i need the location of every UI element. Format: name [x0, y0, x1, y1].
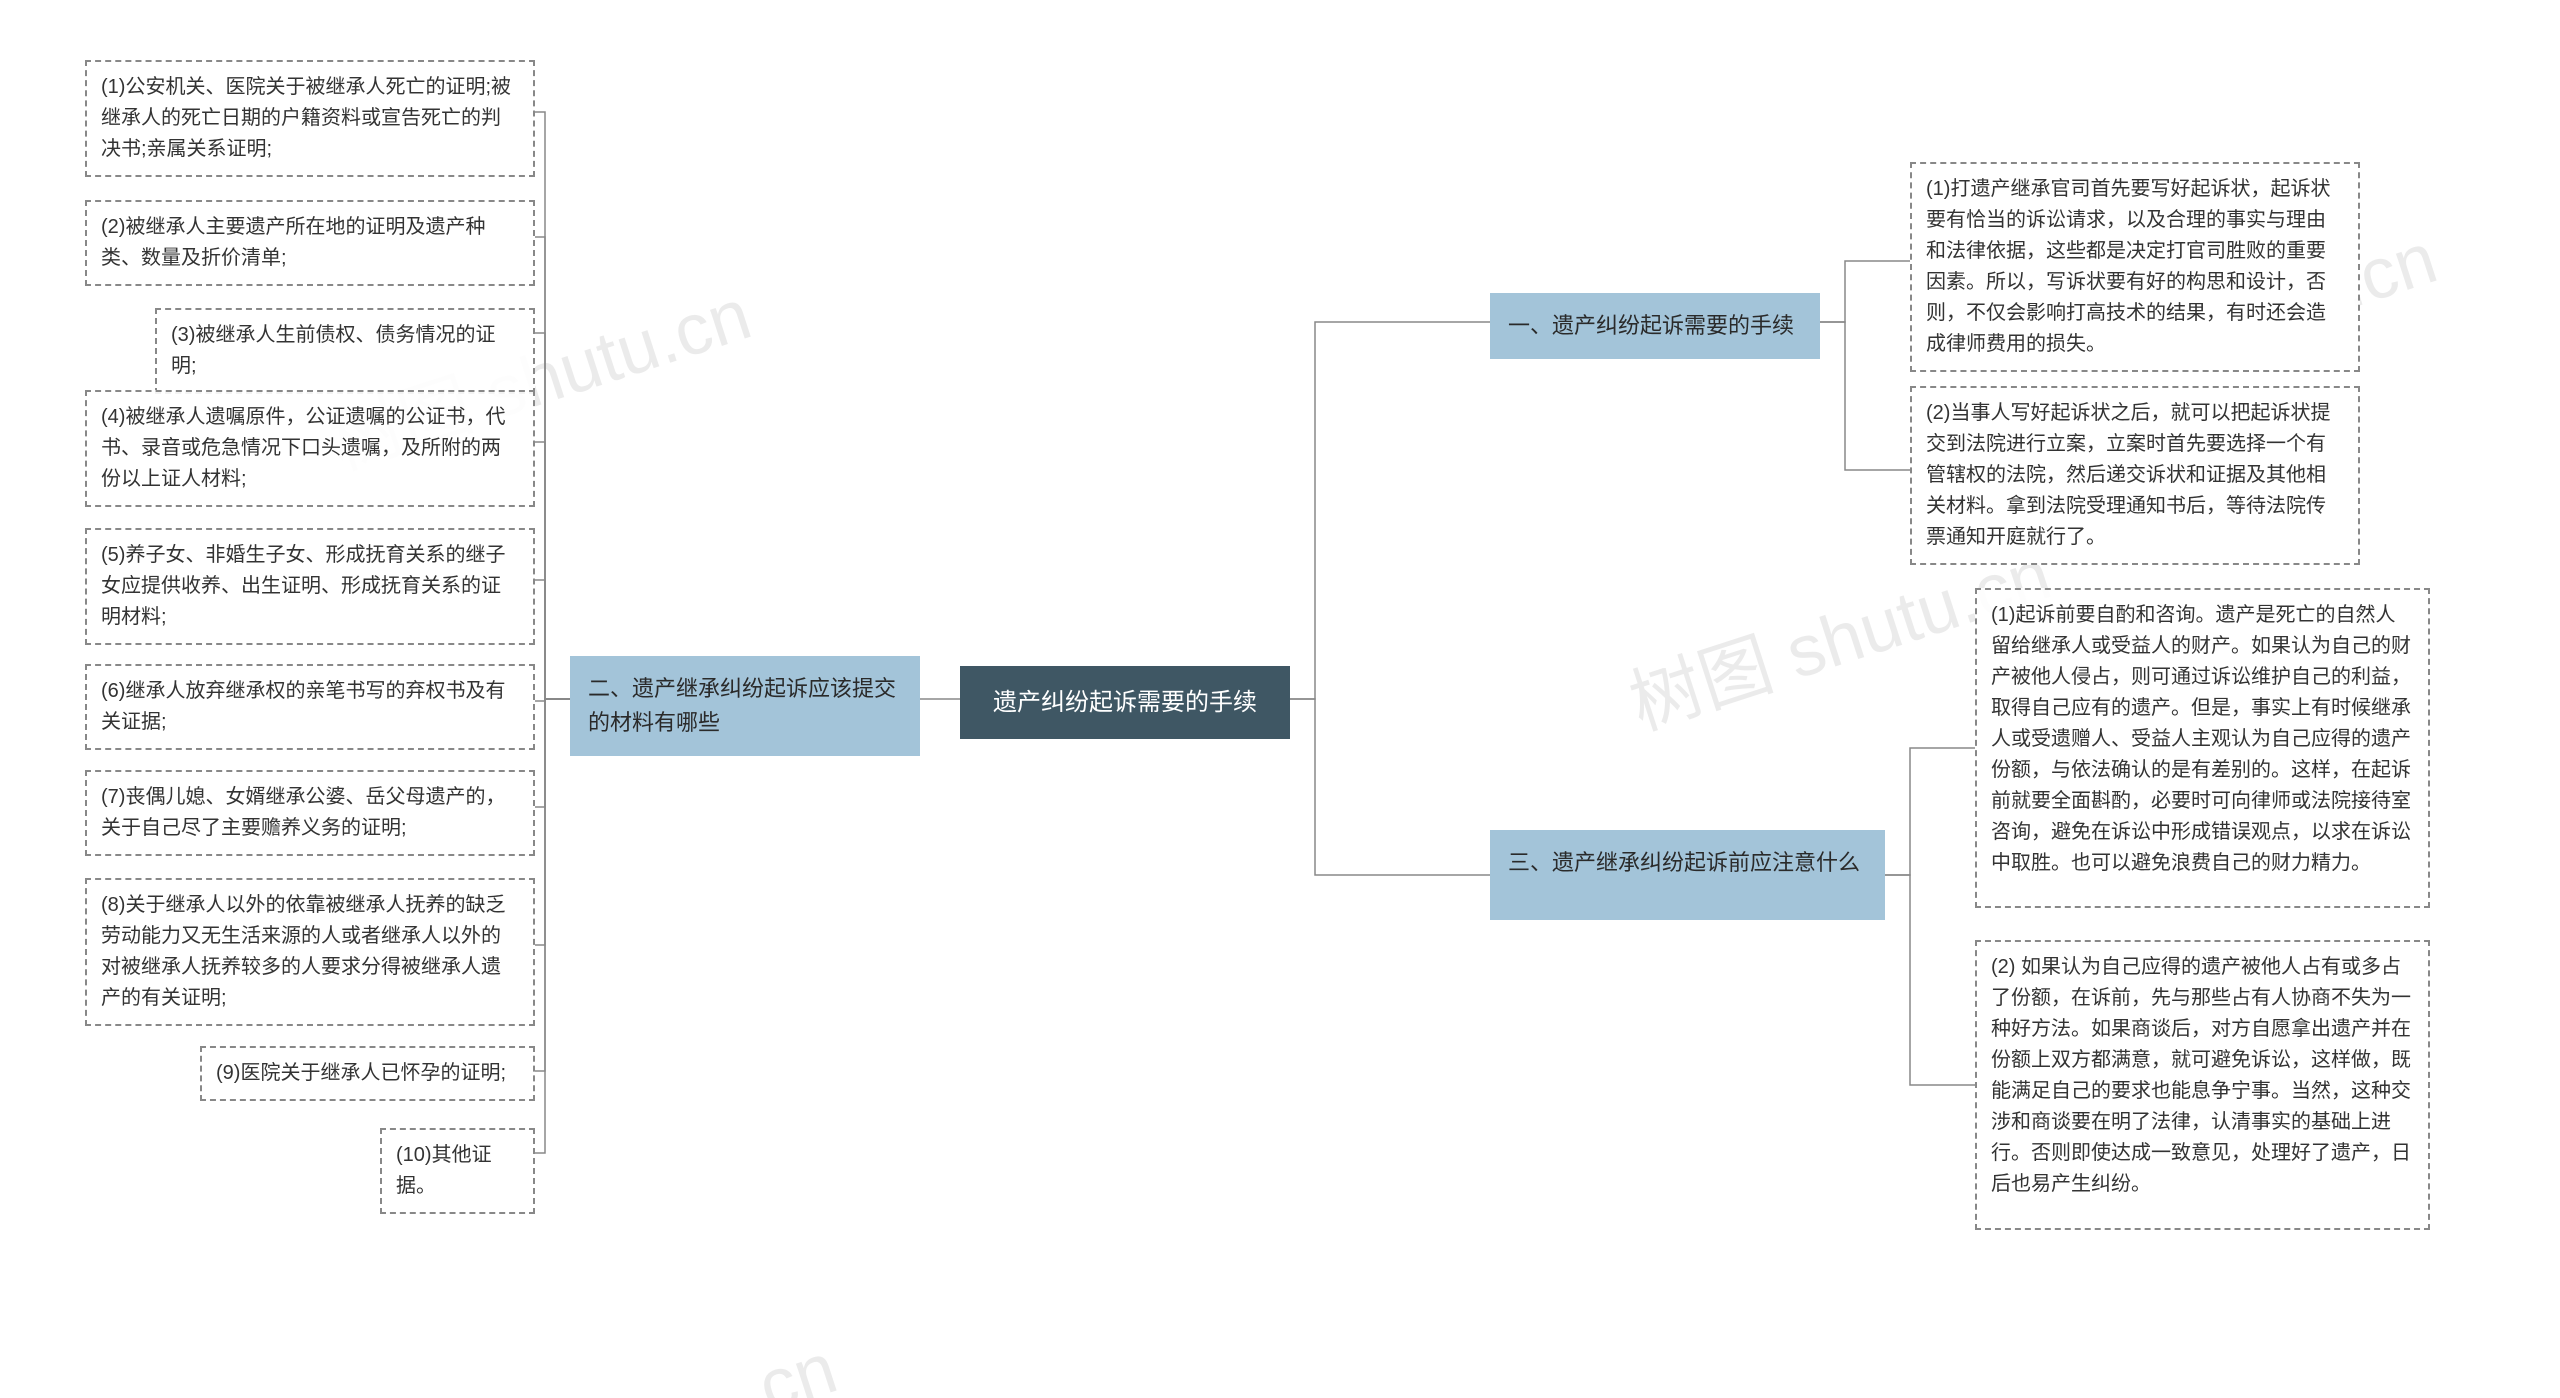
mindmap-leaf: (3)被继承人生前债权、债务情况的证明;: [155, 308, 535, 394]
mindmap-branch: 一、遗产纠纷起诉需要的手续: [1490, 293, 1820, 359]
connector-path: [1290, 322, 1490, 699]
connector-path: [535, 699, 570, 701]
connector-path: [1885, 875, 1975, 1085]
connector-path: [535, 112, 570, 699]
connector-path: [535, 699, 570, 1153]
mindmap-leaf: (5)养子女、非婚生子女、形成抚育关系的继子女应提供收养、出生证明、形成抚育关系…: [85, 528, 535, 645]
connector-path: [1820, 261, 1910, 322]
connector-path: [1885, 748, 1975, 875]
connector-path: [535, 237, 570, 699]
connector-path: [1820, 322, 1910, 470]
connector-path: [535, 580, 570, 699]
mindmap-root: 遗产纠纷起诉需要的手续: [960, 666, 1290, 739]
mindmap-leaf: (2)当事人写好起诉状之后，就可以把起诉状提交到法院进行立案，立案时首先要选择一…: [1910, 386, 2360, 565]
connector-path: [535, 333, 570, 699]
watermark: .cn: [730, 1327, 847, 1398]
connector-path: [535, 699, 570, 807]
connector-path: [535, 442, 570, 699]
mindmap-leaf: (2) 如果认为自己应得的遗产被他人占有或多占了份额，在诉前，先与那些占有人协商…: [1975, 940, 2430, 1230]
mindmap-leaf: (10)其他证据。: [380, 1128, 535, 1214]
mindmap-leaf: (9)医院关于继承人已怀孕的证明;: [200, 1046, 535, 1101]
mindmap-leaf: (8)关于继承人以外的依靠被继承人抚养的缺乏劳动能力又无生活来源的人或者继承人以…: [85, 878, 535, 1026]
mindmap-branch: 二、遗产继承纠纷起诉应该提交的材料有哪些: [570, 656, 920, 756]
mindmap-leaf: (1)打遗产继承官司首先要写好起诉状，起诉状要有恰当的诉讼请求，以及合理的事实与…: [1910, 162, 2360, 372]
mindmap-branch: 三、遗产继承纠纷起诉前应注意什么: [1490, 830, 1885, 920]
connector-path: [535, 699, 570, 945]
mindmap-leaf: (6)继承人放弃继承权的亲笔书写的弃权书及有关证据;: [85, 664, 535, 750]
mindmap-leaf: (1)公安机关、医院关于被继承人死亡的证明;被继承人的死亡日期的户籍资料或宣告死…: [85, 60, 535, 177]
mindmap-leaf: (4)被继承人遗嘱原件，公证遗嘱的公证书，代书、录音或危急情况下口头遗嘱，及所附…: [85, 390, 535, 507]
connector-path: [1290, 699, 1490, 875]
connector-path: [535, 699, 570, 1071]
mindmap-leaf: (7)丧偶儿媳、女婿继承公婆、岳父母遗产的，关于自己尽了主要赡养义务的证明;: [85, 770, 535, 856]
mindmap-leaf: (2)被继承人主要遗产所在地的证明及遗产种类、数量及折价清单;: [85, 200, 535, 286]
mindmap-leaf: (1)起诉前要自酌和咨询。遗产是死亡的自然人留给继承人或受益人的财产。如果认为自…: [1975, 588, 2430, 908]
